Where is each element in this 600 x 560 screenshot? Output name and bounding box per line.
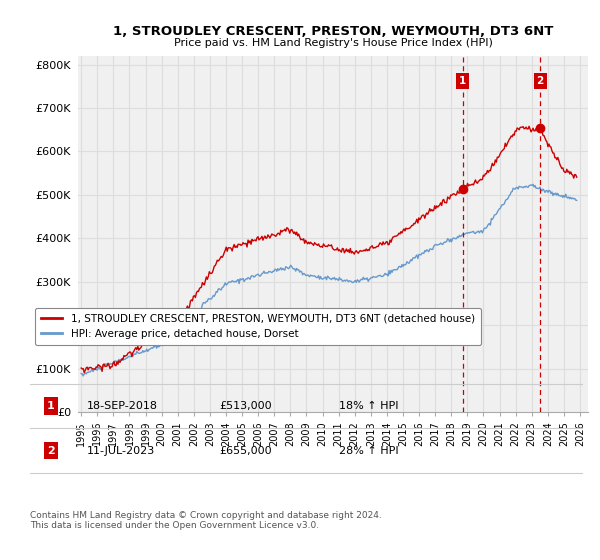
Text: Price paid vs. HM Land Registry's House Price Index (HPI): Price paid vs. HM Land Registry's House … xyxy=(173,38,493,48)
Text: 28% ↑ HPI: 28% ↑ HPI xyxy=(339,446,398,456)
Text: Contains HM Land Registry data © Crown copyright and database right 2024.
This d: Contains HM Land Registry data © Crown c… xyxy=(30,511,382,530)
Text: 1, STROUDLEY CRESCENT, PRESTON, WEYMOUTH, DT3 6NT: 1, STROUDLEY CRESCENT, PRESTON, WEYMOUTH… xyxy=(113,25,553,38)
Text: 2: 2 xyxy=(47,446,55,456)
Text: 18-SEP-2018: 18-SEP-2018 xyxy=(87,401,158,411)
Legend: 1, STROUDLEY CRESCENT, PRESTON, WEYMOUTH, DT3 6NT (detached house), HPI: Average: 1, STROUDLEY CRESCENT, PRESTON, WEYMOUTH… xyxy=(35,307,481,346)
Text: £513,000: £513,000 xyxy=(219,401,272,411)
Text: £655,000: £655,000 xyxy=(219,446,272,456)
Text: 1: 1 xyxy=(47,401,55,411)
Text: 2: 2 xyxy=(536,76,544,86)
Text: 11-JUL-2023: 11-JUL-2023 xyxy=(87,446,155,456)
Text: 18% ↑ HPI: 18% ↑ HPI xyxy=(339,401,398,411)
Text: 1: 1 xyxy=(459,76,466,86)
